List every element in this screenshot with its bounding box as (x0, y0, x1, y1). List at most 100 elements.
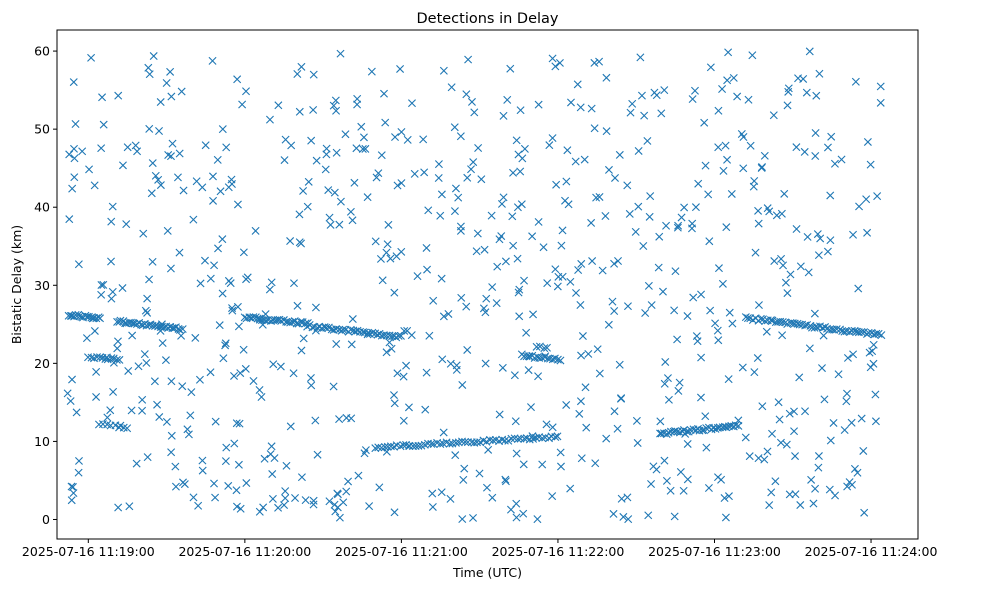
detection-marker (335, 220, 344, 229)
detection-marker (147, 189, 156, 198)
detection-marker (335, 325, 344, 334)
detection-marker (481, 308, 490, 317)
detection-marker (700, 118, 709, 127)
detection-marker (107, 354, 116, 363)
detection-marker (211, 493, 220, 502)
detection-marker (184, 430, 193, 439)
detection-marker (697, 290, 706, 299)
detection-marker (598, 266, 607, 275)
detection-marker (553, 432, 562, 441)
detection-marker (469, 158, 478, 167)
detection-marker (145, 275, 154, 284)
detection-marker (437, 274, 446, 283)
detection-marker (593, 345, 602, 354)
detection-marker (463, 438, 472, 447)
detection-marker (196, 279, 205, 288)
detection-marker (840, 426, 849, 435)
detection-marker (795, 373, 804, 382)
detection-marker (757, 163, 766, 172)
detection-marker (429, 296, 438, 305)
detection-marker (477, 175, 486, 184)
detection-marker (749, 182, 758, 191)
detection-marker (384, 220, 393, 229)
y-tick-label: 30 (34, 278, 50, 293)
detection-marker (269, 360, 278, 369)
detection-marker (281, 494, 290, 503)
detection-marker (230, 371, 239, 380)
detection-marker (365, 502, 374, 511)
detection-marker (650, 88, 659, 97)
detection-marker (498, 435, 507, 444)
detection-marker (677, 213, 686, 222)
detection-marker (397, 128, 406, 137)
detection-marker (854, 284, 863, 293)
detection-marker (750, 368, 759, 377)
detection-marker (115, 355, 124, 364)
detection-marker (604, 320, 613, 329)
detection-marker (228, 304, 236, 313)
detection-marker (82, 334, 91, 343)
detection-marker (329, 382, 338, 391)
detection-marker (849, 350, 858, 359)
detection-marker (108, 287, 117, 296)
detection-marker (725, 308, 734, 317)
detection-marker (562, 400, 571, 409)
detection-marker (84, 312, 93, 321)
detection-marker (811, 484, 820, 493)
detection-marker (297, 62, 306, 71)
detection-marker (664, 395, 673, 404)
detection-marker (721, 513, 730, 522)
detection-marker (452, 361, 461, 370)
detection-marker (807, 475, 816, 484)
detection-marker (805, 47, 814, 56)
detection-marker (558, 226, 567, 235)
detection-marker (500, 436, 509, 445)
detection-marker (295, 238, 304, 247)
detection-marker (141, 306, 150, 315)
detection-marker (615, 150, 624, 159)
detection-marker (623, 302, 632, 311)
detection-marker (68, 375, 77, 384)
detection-marker (458, 515, 467, 524)
detection-marker (857, 327, 866, 336)
detection-marker (831, 491, 840, 500)
detection-marker (175, 149, 184, 158)
detection-marker (467, 97, 476, 106)
detection-marker (778, 331, 787, 340)
detection-marker (404, 403, 413, 412)
detection-marker (784, 84, 793, 93)
detection-marker (746, 141, 755, 150)
detection-marker (666, 486, 675, 495)
detection-marker (166, 67, 175, 76)
detection-marker (656, 429, 665, 438)
detection-marker (571, 157, 580, 166)
detection-marker (155, 413, 164, 422)
detection-marker (200, 256, 209, 265)
detection-marker (403, 135, 412, 144)
detection-marker (357, 122, 366, 131)
detection-marker (213, 155, 222, 164)
detection-marker (557, 462, 565, 471)
detection-marker (439, 66, 448, 75)
detection-marker (446, 494, 455, 503)
detection-marker (166, 264, 175, 273)
detection-marker (312, 156, 321, 165)
detection-marker (224, 481, 233, 490)
detection-marker (407, 331, 416, 340)
detection-marker (534, 100, 543, 109)
detection-marker (688, 95, 697, 104)
detection-marker (191, 333, 200, 342)
detection-marker (145, 124, 154, 133)
detection-marker (745, 452, 754, 461)
detection-marker (68, 184, 77, 193)
detection-marker (359, 133, 368, 142)
detection-marker (222, 143, 231, 152)
detection-marker (164, 151, 173, 159)
detection-marker (644, 281, 653, 290)
detection-marker (501, 475, 510, 484)
detection-marker (849, 230, 858, 239)
detection-marker (645, 212, 654, 221)
detection-marker (70, 144, 78, 153)
detection-marker (280, 501, 289, 510)
chart-title: Detections in Delay (416, 11, 558, 27)
